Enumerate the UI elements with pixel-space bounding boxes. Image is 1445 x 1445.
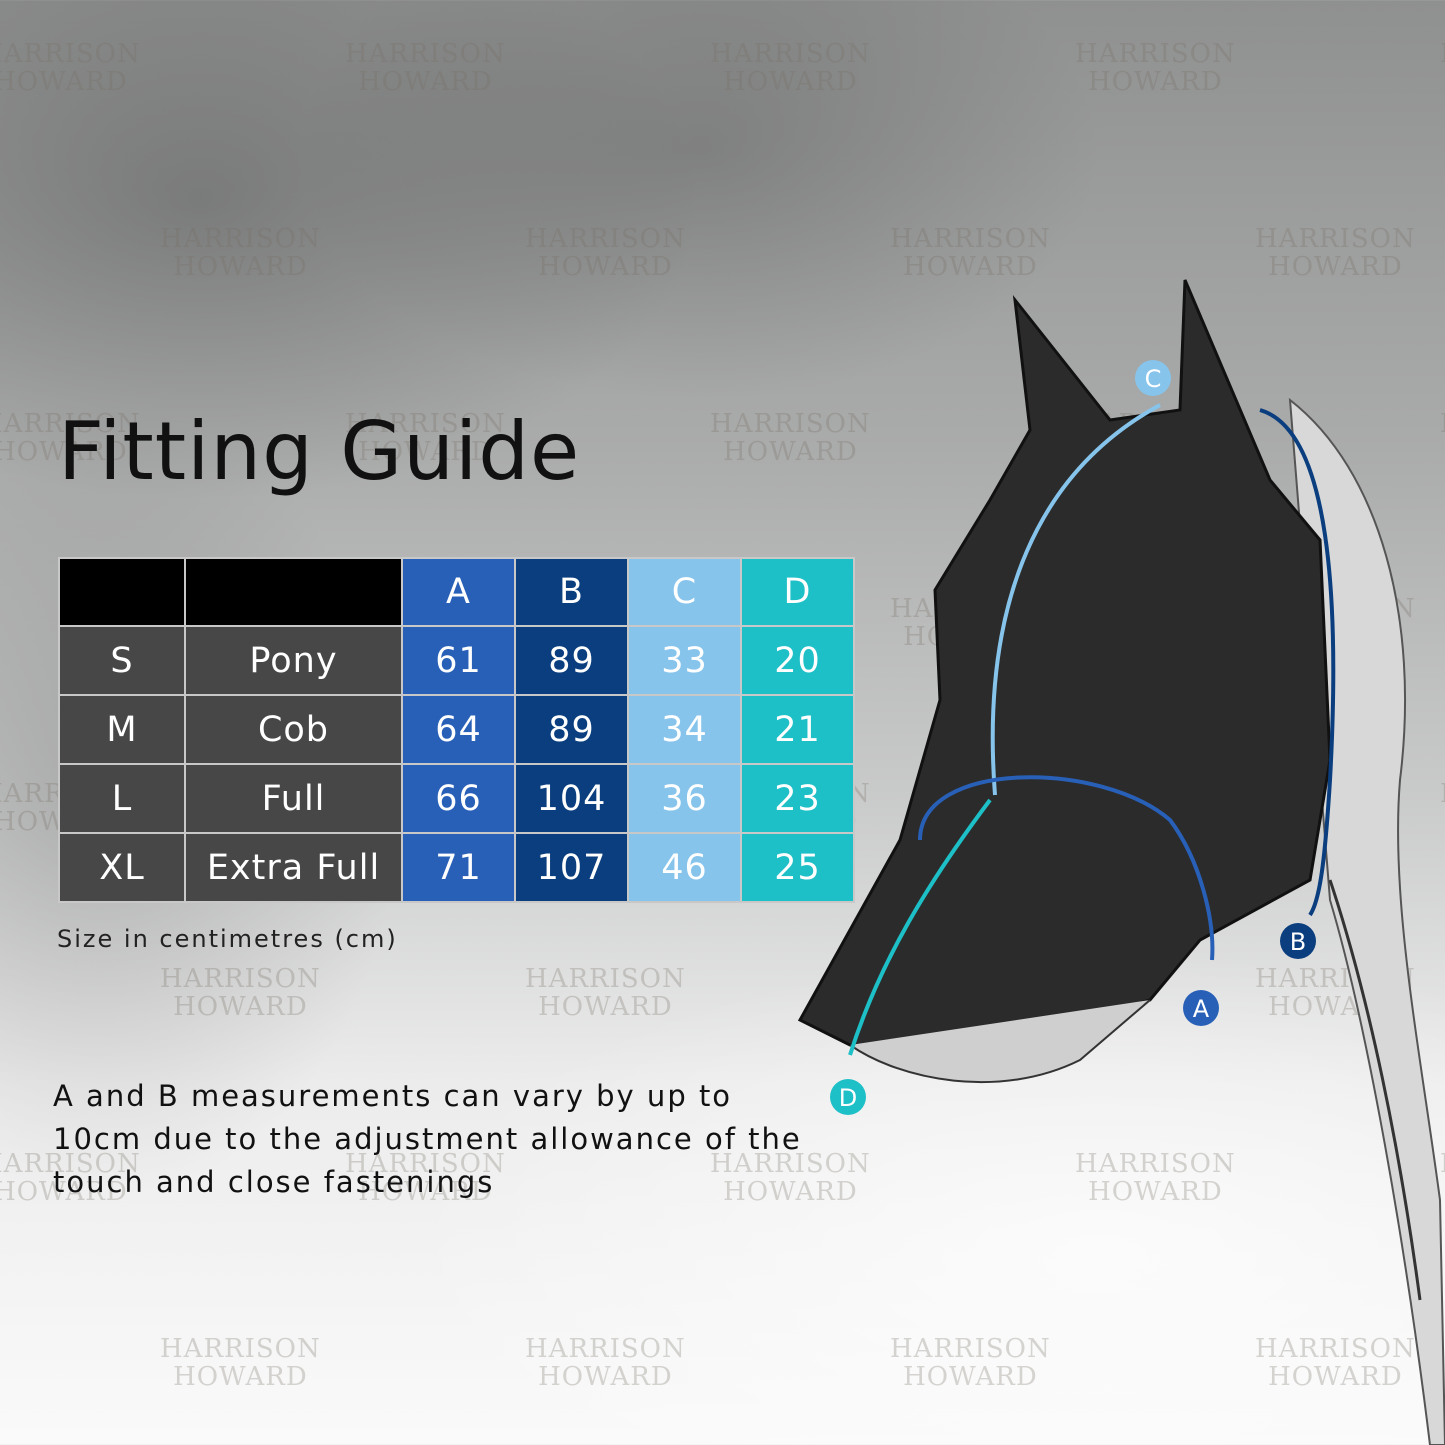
table-cell: 64 [401, 694, 516, 765]
table-cell: Extra Full [184, 832, 403, 903]
table-cell: 104 [514, 763, 629, 834]
table-cell: Pony [184, 625, 403, 696]
note-line: touch and close fastenings [53, 1165, 495, 1199]
table-cell: 36 [627, 763, 742, 834]
table-cell: 25 [740, 832, 855, 903]
muzzle [849, 999, 1151, 1084]
label-d: D [830, 1079, 866, 1115]
units-note: Size in centimetres (cm) [57, 925, 398, 953]
header-cell: A [401, 557, 516, 627]
header-cell [184, 557, 403, 627]
table-cell: Full [184, 763, 403, 834]
table-cell: M [58, 694, 186, 765]
svg-text:A: A [1193, 995, 1210, 1023]
measure-d [848, 798, 992, 1056]
table-cell: 21 [740, 694, 855, 765]
table-cell: 107 [514, 832, 629, 903]
table-cell: 71 [401, 832, 516, 903]
header-cell [58, 557, 186, 627]
table-cell: 61 [401, 625, 516, 696]
table-cell: 23 [740, 763, 855, 834]
horse-neck [1328, 879, 1422, 1301]
size-table: A B C D S Pony 61 89 33 20 M Cob 64 89 34 21 L Full 66… [58, 557, 855, 903]
horse-mane [1288, 397, 1445, 1445]
header-cell: D [740, 557, 855, 627]
label-b: B [1280, 923, 1316, 959]
table-row: XL Extra Full 71 107 46 25 [58, 832, 855, 903]
table-cell: 20 [740, 625, 855, 696]
svg-text:D: D [839, 1084, 857, 1112]
table-row: L Full 66 104 36 23 [58, 763, 855, 834]
table-cell: 34 [627, 694, 742, 765]
table-cell: 33 [627, 625, 742, 696]
label-a: A [1183, 990, 1219, 1026]
table-cell: 89 [514, 694, 629, 765]
table-cell: L [58, 763, 186, 834]
table-cell: Cob [184, 694, 403, 765]
fly-mask [797, 279, 1332, 1052]
svg-text:B: B [1290, 928, 1306, 956]
measurement-note: A and B measurements can vary by up to 1… [53, 1075, 833, 1204]
measure-a [918, 775, 1215, 961]
table-row: S Pony 61 89 33 20 [58, 625, 855, 696]
header-cell: C [627, 557, 742, 627]
table-row: M Cob 64 89 34 21 [58, 694, 855, 765]
note-line: A and B measurements can vary by up to [53, 1079, 733, 1113]
svg-text:C: C [1145, 365, 1162, 393]
measure-b [1259, 408, 1336, 917]
header-cell: B [514, 557, 629, 627]
table-cell: S [58, 625, 186, 696]
table-cell: 46 [627, 832, 742, 903]
table-header-row: A B C D [58, 557, 855, 627]
measure-c [990, 403, 1161, 796]
table-cell: 66 [401, 763, 516, 834]
table-cell: XL [58, 832, 186, 903]
table-cell: 89 [514, 625, 629, 696]
label-c: C [1135, 360, 1171, 396]
note-line: 10cm due to the adjustment allowance of … [53, 1122, 802, 1156]
page-title: Fitting Guide [58, 405, 581, 498]
